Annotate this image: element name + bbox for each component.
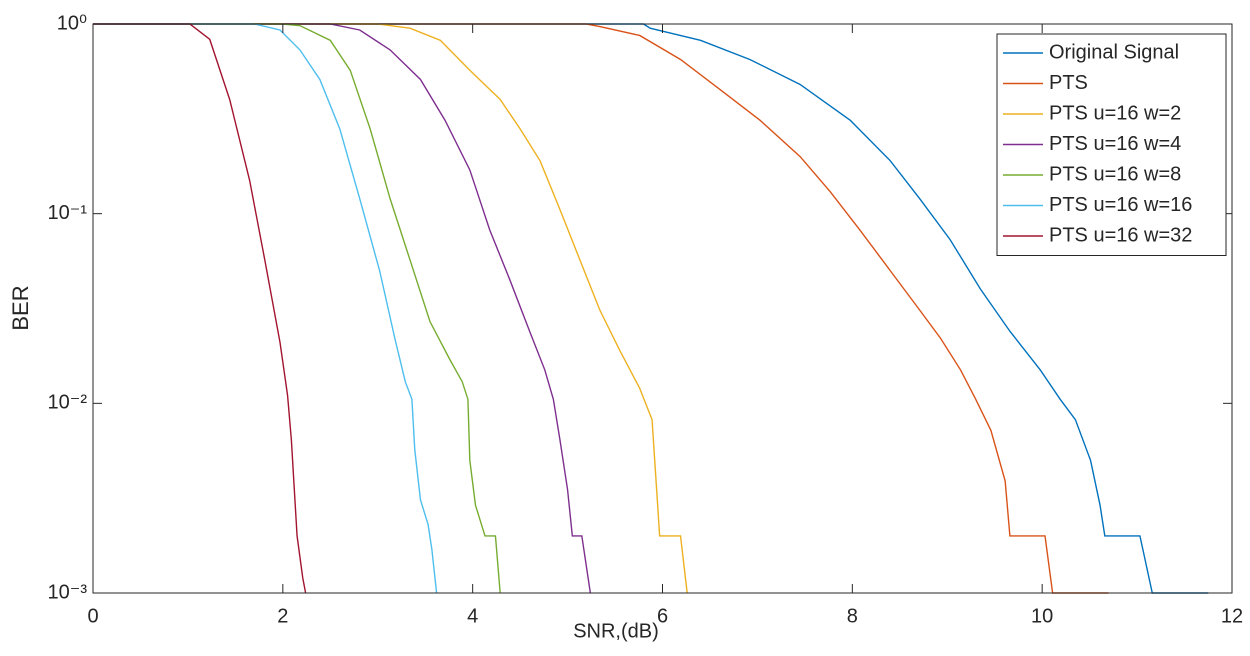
- data-line: [93, 23, 592, 594]
- data-line: [93, 23, 307, 594]
- x-axis-label: SNR,(dB): [573, 620, 659, 642]
- y-tick-label: 10⁻³: [48, 581, 88, 603]
- x-tick-label: 6: [657, 605, 668, 627]
- legend-label: PTS u=16 w=32: [1049, 224, 1192, 246]
- x-tick-label: 8: [847, 605, 858, 627]
- data-line: [93, 23, 501, 594]
- legend-label: PTS u=16 w=16: [1049, 194, 1192, 216]
- data-line: [93, 23, 438, 594]
- data-line: [93, 23, 688, 594]
- legend-label: PTS: [1049, 72, 1088, 94]
- legend-label: PTS u=16 w=8: [1049, 163, 1181, 185]
- x-tick-label: 0: [87, 605, 98, 627]
- x-tick-label: 12: [1221, 605, 1243, 627]
- legend-label: PTS u=16 w=2: [1049, 102, 1181, 124]
- y-axis-label: BER: [8, 285, 33, 330]
- legend-label: Original Signal: [1049, 41, 1179, 63]
- y-tick-label: 10⁻¹: [48, 202, 88, 224]
- data-line: [93, 23, 1109, 594]
- y-tick-label: 10⁻²: [48, 392, 88, 414]
- y-tick-label: 10⁰: [57, 12, 87, 34]
- legend: Original Signal PTS PTS u=16 w=2 PTS u=16 w…: [996, 33, 1227, 256]
- legend-label: PTS u=16 w=4: [1049, 133, 1181, 155]
- x-tick-label: 10: [1031, 605, 1053, 627]
- x-tick-label: 4: [467, 605, 478, 627]
- data-line: [93, 23, 1209, 594]
- x-tick-label: 2: [277, 605, 288, 627]
